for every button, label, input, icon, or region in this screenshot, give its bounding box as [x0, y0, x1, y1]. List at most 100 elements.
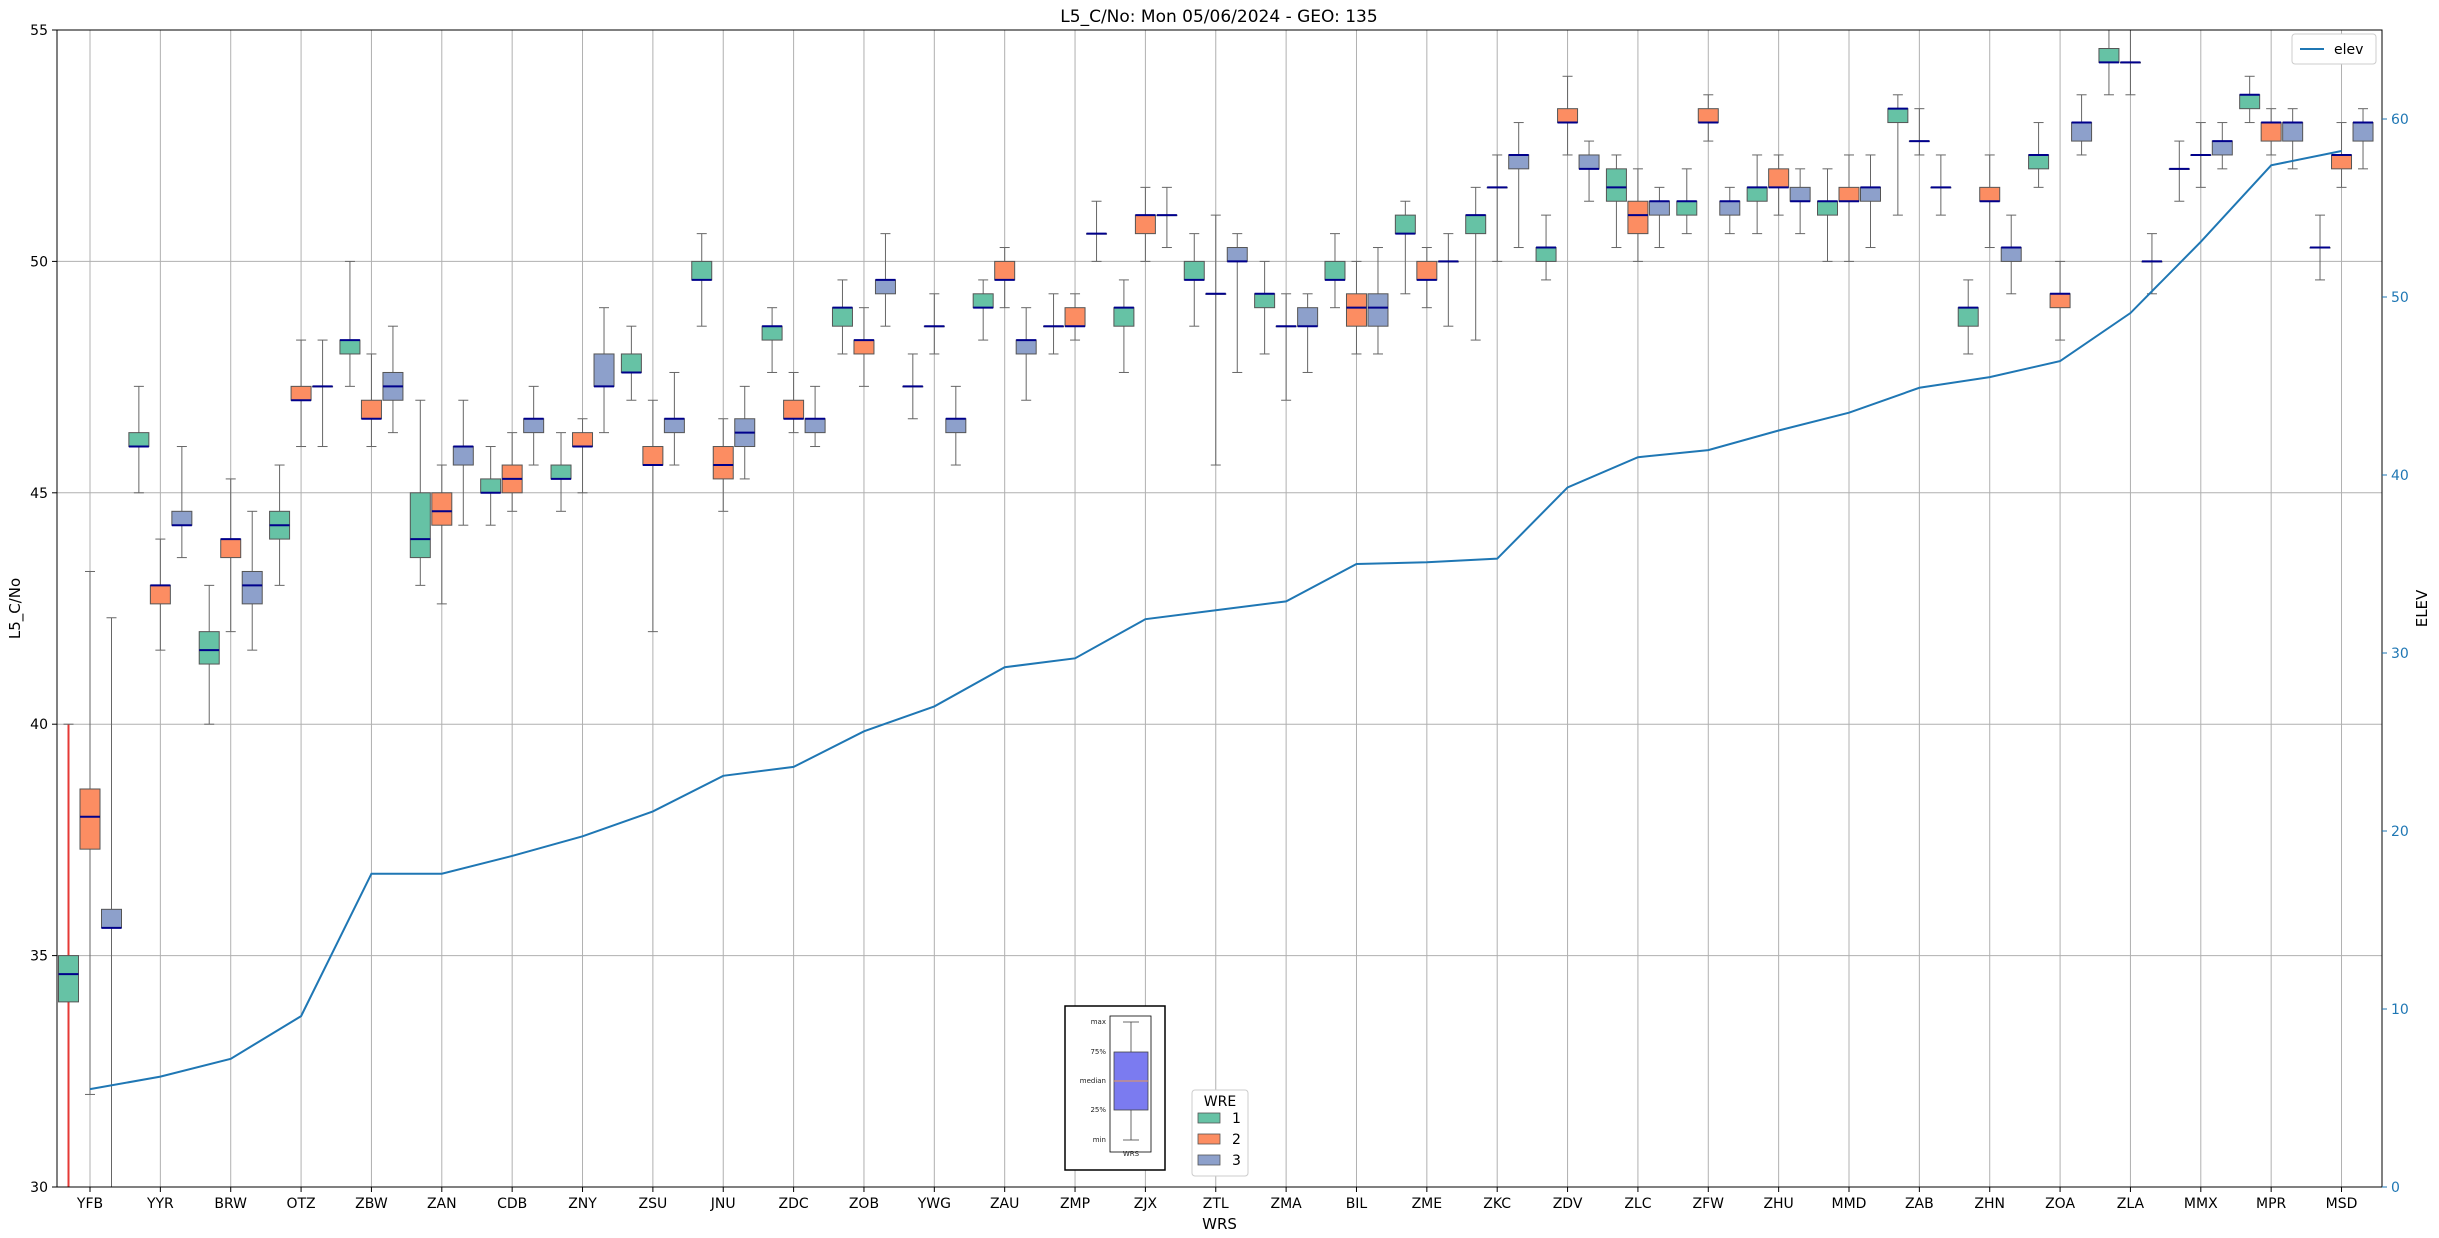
chart-title: L5_C/No: Mon 05/06/2024 - GEO: 135	[1060, 7, 1377, 27]
y2-tick-label: 20	[2391, 824, 2409, 840]
box-wre-3	[1226, 247, 1248, 262]
legend-title: WRE	[1204, 1094, 1236, 1110]
box-wre-1	[1394, 214, 1416, 235]
box-key-inset: max 75% median 25% min WRS	[1064, 1005, 1166, 1171]
box-wre-2	[1838, 186, 1860, 202]
y2-tick-label: 0	[2391, 1180, 2400, 1196]
box-wre-1	[2239, 94, 2261, 110]
box-wre-3	[663, 418, 685, 434]
box-wre-2	[1768, 168, 1790, 188]
y2-tick-label: 30	[2391, 646, 2409, 662]
box-wre-1	[691, 260, 713, 281]
x-tick-label: ZHN	[1974, 1196, 2005, 1212]
elev-line	[89, 150, 2342, 1091]
box-wre-3	[2211, 140, 2233, 156]
box-wre-1	[972, 293, 994, 309]
legend-box	[1191, 1089, 1249, 1177]
x-tick-label: ZDV	[1553, 1196, 1583, 1212]
x-tick-label: MSD	[2326, 1196, 2358, 1212]
x-tick-label: MPR	[2256, 1196, 2287, 1212]
box-wre-1	[58, 955, 79, 1003]
y-tick-label: 45	[30, 486, 48, 502]
x-tick-label: BRW	[214, 1196, 247, 1212]
box-wre-2	[712, 446, 734, 480]
elev-legend-label: elev	[2334, 42, 2363, 58]
box-wre-1	[550, 464, 572, 480]
legend-swatch	[1197, 1154, 1221, 1166]
x-tick-label: ZHU	[1763, 1196, 1793, 1212]
x-tick-label: ZBW	[355, 1196, 388, 1212]
box-wre-3	[523, 418, 545, 434]
box-key-label: median	[1080, 1077, 1106, 1085]
x-tick-label: ZAN	[427, 1196, 457, 1212]
box-wre-2	[1416, 260, 1438, 281]
box-plots	[58, 29, 2374, 1188]
box-wre-3	[804, 418, 826, 434]
box-wre-2	[2331, 154, 2353, 170]
box-wre-3	[874, 279, 896, 295]
y-axis-label: L5_C/No	[6, 578, 25, 639]
x-tick-label: ZDC	[779, 1196, 809, 1212]
box-wre-1	[1465, 214, 1487, 235]
y-tick-label: 55	[30, 23, 48, 39]
legend-swatch	[1197, 1112, 1221, 1124]
box-wre-2	[572, 432, 594, 448]
x-tick-label: MMD	[1832, 1196, 1867, 1212]
box-wre-1	[1746, 186, 1768, 202]
x-tick-label: BIL	[1346, 1196, 1368, 1212]
x-tick-label: ZKC	[1483, 1196, 1511, 1212]
box-wre-3	[101, 908, 122, 929]
box-wre-1	[1817, 200, 1838, 216]
box-wre-3	[1367, 293, 1389, 327]
box-wre-2	[853, 339, 875, 355]
x-tick-label: OTZ	[286, 1196, 315, 1212]
box-wre-2	[1345, 293, 1367, 327]
box-wre-3	[2071, 122, 2093, 142]
box-key-inner-frame	[1109, 1015, 1152, 1153]
box-wre-1	[761, 325, 783, 341]
box-wre-3	[452, 446, 474, 466]
x-axis-label: WRS	[1202, 1215, 1237, 1233]
box-wre-3	[945, 418, 967, 434]
y2-axis-label: ELEV	[2413, 589, 2431, 627]
box-key-label: 25%	[1090, 1106, 1106, 1114]
box-wre-2	[220, 538, 242, 559]
x-tick-label: ZAU	[990, 1196, 1019, 1212]
y2-tick-label: 60	[2391, 112, 2409, 128]
box-wre-1	[339, 339, 361, 355]
x-tick-label: ZFW	[1693, 1196, 1725, 1212]
box-wre-1	[620, 353, 642, 373]
x-tick-label: ZJX	[1134, 1196, 1158, 1212]
box-wre-3	[1578, 154, 1600, 170]
x-tick-label: ZOA	[2045, 1196, 2075, 1212]
x-tick-label: ZMA	[1270, 1196, 1302, 1212]
box-wre-2	[783, 399, 805, 420]
x-tick-label: YWG	[917, 1196, 951, 1212]
box-wre-2	[360, 399, 382, 420]
box-wre-2	[2049, 293, 2071, 309]
y2-tick-label: 50	[2391, 290, 2409, 306]
box-key-xlabel: WRS	[1123, 1150, 1140, 1158]
x-tick-label: YYR	[146, 1196, 174, 1212]
box-wre-2	[994, 260, 1016, 281]
box-wre-2	[1064, 307, 1086, 327]
legend-swatch	[1197, 1133, 1221, 1145]
box-wre-3	[1789, 186, 1811, 202]
x-tick-label: ZOB	[849, 1196, 879, 1212]
box-wre-3	[2000, 247, 2022, 262]
x-tick-label: ZMP	[1060, 1196, 1090, 1212]
x-tick-label: JNU	[710, 1196, 736, 1212]
y-tick-label: 50	[30, 254, 48, 270]
box-wre-3	[1648, 200, 1670, 216]
box-wre-1	[1183, 260, 1205, 281]
box-wre-1	[831, 307, 853, 327]
box-key-label: min	[1093, 1136, 1106, 1144]
box-wre-2	[1627, 200, 1649, 235]
box-wre-2	[1697, 108, 1719, 124]
x-tick-label: YFB	[76, 1196, 103, 1212]
y-tick-label: 40	[30, 717, 48, 733]
box-wre-1	[1254, 293, 1276, 309]
x-tick-label: ZLA	[2117, 1196, 2145, 1212]
y2-tick-label: 40	[2391, 468, 2409, 484]
